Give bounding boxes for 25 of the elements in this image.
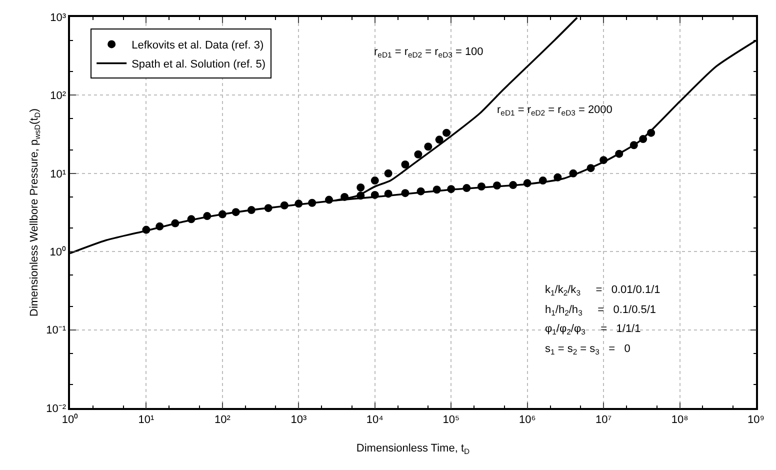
x-tick-label: 10⁶ — [518, 414, 536, 426]
x-tick-label: 10⁹ — [748, 414, 764, 426]
x-tick-label: 10⁰ — [62, 412, 78, 426]
legend-label: Spath et al. Solution (ref. 5) — [132, 58, 266, 71]
x-tick-label: 10¹ — [138, 414, 154, 426]
x-tick-label: 10³ — [290, 414, 307, 426]
text: φ$_{1}$/φ$_{2}$/φ$_{3}$ = 1/1/1 — [545, 323, 641, 336]
x-tick-label: 10⁴ — [366, 414, 384, 426]
y-tick-label: 10¹ — [50, 168, 66, 180]
x-tick-label: 10⁵ — [442, 414, 460, 426]
y-tick-label: 10³ — [50, 12, 66, 24]
legend-label: Lefkovits et al. Data (ref. 3) — [132, 40, 264, 52]
annotation: s$_{1}$ = s$_{2}$ = s$_{3}$ = 0 — [545, 343, 630, 356]
x-tick-label: 10² — [214, 414, 231, 426]
y-tick-label: 10⁻² — [46, 402, 66, 415]
x-axis-title: Dimensionless Time, t$_{D}$ — [356, 442, 470, 456]
y-tick-label: 10² — [50, 90, 66, 102]
text: h$_{1}$/h$_{2}$/h$_{3}$ = 0.1/0.5/1 — [545, 304, 656, 318]
y-tick-label: 10⁻¹ — [46, 324, 66, 337]
x-tick-label: 10⁸ — [671, 414, 688, 426]
x-tick-label: 10⁷ — [595, 414, 612, 426]
annotation: r$_{eD1}$ = r$_{eD2}$ = r$_{eD3}$ = 100 — [374, 46, 484, 60]
annotation: r$_{eD1}$ = r$_{eD2}$ = r$_{eD3}$ = 2000 — [497, 104, 612, 118]
text: k$_{1}$/k$_{2}$/k$_{3}$ = 0.01/0.1/1 — [545, 284, 660, 298]
y-tick-label: 10⁰ — [50, 245, 66, 258]
